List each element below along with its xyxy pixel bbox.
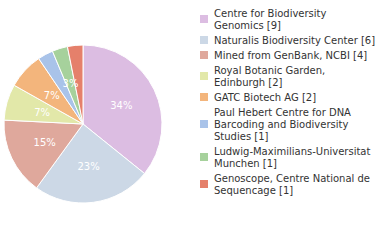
svg-text:3%: 3% — [63, 78, 79, 89]
svg-text:Naturalis Biodiversity Center: Naturalis Biodiversity Center [6] — [214, 35, 375, 46]
svg-text:Studies [1]: Studies [1] — [214, 131, 269, 142]
svg-text:Royal Botanic Garden,: Royal Botanic Garden, — [214, 65, 328, 76]
svg-text:Ludwig-Maximilians-Universitat: Ludwig-Maximilians-Universitat — [214, 146, 374, 157]
svg-text:Paul Hebert Centre for DNA: Paul Hebert Centre for DNA — [214, 107, 354, 118]
svg-text:Genomics [9]: Genomics [9] — [214, 20, 281, 31]
svg-text:GATC Biotech AG [2]: GATC Biotech AG [2] — [214, 92, 316, 103]
svg-text:Centre for Biodiversity: Centre for Biodiversity — [214, 8, 330, 19]
svg-text:7%: 7% — [44, 90, 60, 101]
svg-text:Mined from GenBank, NCBI [4]: Mined from GenBank, NCBI [4] — [214, 50, 367, 61]
svg-text:Munchen [1]: Munchen [1] — [214, 158, 277, 169]
svg-text:15%: 15% — [34, 137, 56, 148]
svg-text:Genoscope, Centre National de: Genoscope, Centre National de — [214, 173, 373, 184]
svg-text:34%: 34% — [110, 100, 132, 111]
svg-text:7%: 7% — [34, 107, 50, 118]
svg-text:Barcoding and Biodiversity: Barcoding and Biodiversity — [214, 119, 352, 130]
svg-text:23%: 23% — [77, 161, 99, 172]
svg-text:Edinburgh [2]: Edinburgh [2] — [214, 77, 283, 88]
svg-text:Sequencage [1]: Sequencage [1] — [214, 185, 293, 196]
